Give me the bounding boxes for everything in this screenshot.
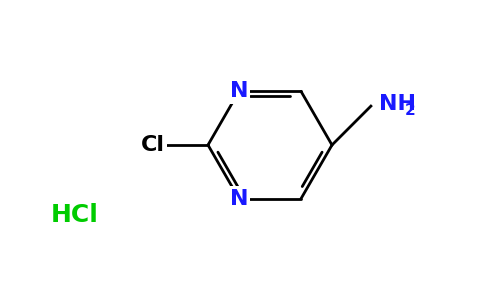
Text: Cl: Cl [141, 135, 165, 155]
Text: NH: NH [379, 94, 416, 114]
Text: HCl: HCl [51, 203, 99, 227]
Text: 2: 2 [405, 103, 416, 118]
Text: N: N [230, 189, 248, 209]
Text: N: N [230, 81, 248, 101]
